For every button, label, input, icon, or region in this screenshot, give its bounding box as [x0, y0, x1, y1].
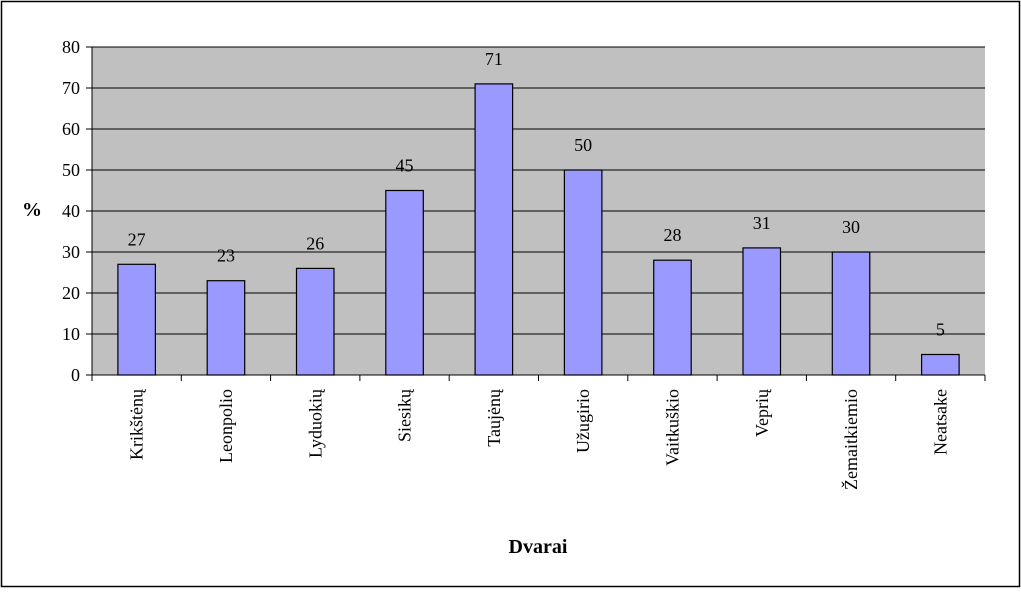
bar — [385, 189, 424, 376]
bar — [117, 263, 157, 376]
y-tick-label: 50 — [62, 160, 80, 180]
y-tick-label: 30 — [62, 242, 80, 262]
x-axis: Krikštėnų Leonpolio Lyduokių Siesikų Taujėnų… — [91, 374, 986, 490]
x-tick-label: Taujėnų — [484, 388, 504, 447]
x-tick-label: Vaitkuškio — [662, 389, 682, 466]
data-label: 28 — [663, 225, 681, 245]
x-tick-label: Leonpolio — [216, 389, 236, 463]
data-label: 23 — [217, 246, 235, 266]
data-label: 31 — [753, 213, 771, 233]
x-tick-label: Užugirio — [573, 389, 593, 453]
y-tick-label: 0 — [71, 365, 80, 385]
bar — [295, 267, 335, 376]
bar — [653, 259, 692, 376]
bar — [206, 280, 246, 376]
data-label: 45 — [396, 156, 414, 176]
x-tick-label: Neatsake — [930, 389, 950, 455]
bars — [117, 83, 960, 376]
x-tick-label: Siesikų — [395, 388, 415, 442]
y-tick-label: 70 — [62, 78, 80, 98]
x-tick-label: Žemaitkiemio — [840, 389, 861, 490]
x-axis-label: Dvarai — [509, 536, 568, 558]
data-label: 5 — [936, 320, 945, 340]
data-labels: 27 23 26 45 71 50 28 31 30 5 — [128, 49, 945, 340]
bar — [742, 247, 782, 376]
x-tick-label: Lyduokių — [305, 388, 325, 458]
y-axis-label: % — [22, 199, 42, 221]
data-label: 27 — [128, 229, 146, 249]
x-tick-label: Veprių — [752, 388, 772, 437]
y-tick-label: 10 — [62, 324, 80, 344]
y-tick-label: 20 — [62, 283, 80, 303]
data-label: 71 — [485, 49, 503, 69]
y-tick-label: 60 — [62, 119, 80, 139]
data-label: 50 — [574, 135, 592, 155]
data-label: 26 — [306, 233, 324, 253]
bar — [474, 83, 514, 376]
data-label: 30 — [842, 217, 860, 237]
x-tick-label: Krikštėnų — [127, 388, 147, 460]
bar — [563, 169, 603, 376]
y-axis: 0 10 20 30 40 50 60 70 80 — [62, 37, 93, 385]
y-tick-label: 40 — [62, 201, 80, 221]
y-tick-label: 80 — [62, 37, 80, 57]
bar — [831, 251, 871, 376]
bar — [920, 353, 960, 376]
